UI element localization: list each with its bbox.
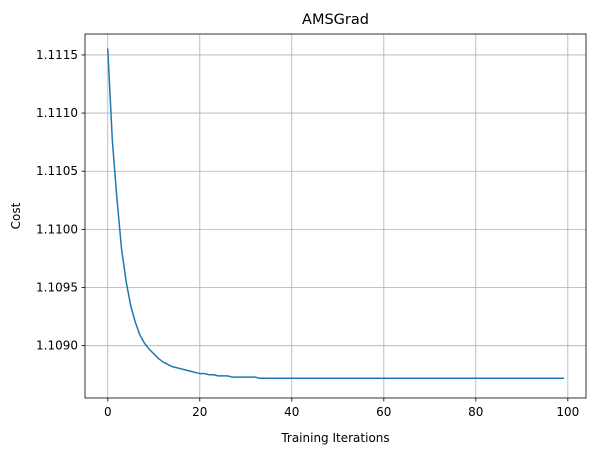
y-tick-label: 1.1105 (36, 164, 78, 178)
x-tick-label: 80 (468, 405, 483, 419)
y-tick-label: 1.1090 (36, 339, 78, 353)
plot-frame (84, 33, 587, 399)
y-tick-label: 1.1110 (36, 106, 78, 120)
x-tick-label: 20 (192, 405, 207, 419)
y-axis-label: Cost (9, 202, 23, 229)
x-tick-label: 0 (104, 405, 112, 419)
grid (85, 34, 586, 398)
chart-title: AMSGrad (302, 12, 369, 28)
x-tick-label: 60 (376, 405, 391, 419)
x-tick-label: 40 (284, 405, 299, 419)
y-tick-label: 1.1095 (36, 281, 78, 295)
y-tick-label: 1.1115 (36, 48, 78, 62)
x-tick-label: 100 (556, 405, 579, 419)
ticks: 0 20 40 60 80 100 1.1090 1.1095 1.1100 1.1105 1.11… (36, 48, 579, 419)
series-line (106, 48, 564, 379)
y-tick-label: 1.1100 (36, 222, 78, 236)
series-layer (106, 48, 564, 379)
x-axis-label: Training Iterations (280, 431, 389, 445)
